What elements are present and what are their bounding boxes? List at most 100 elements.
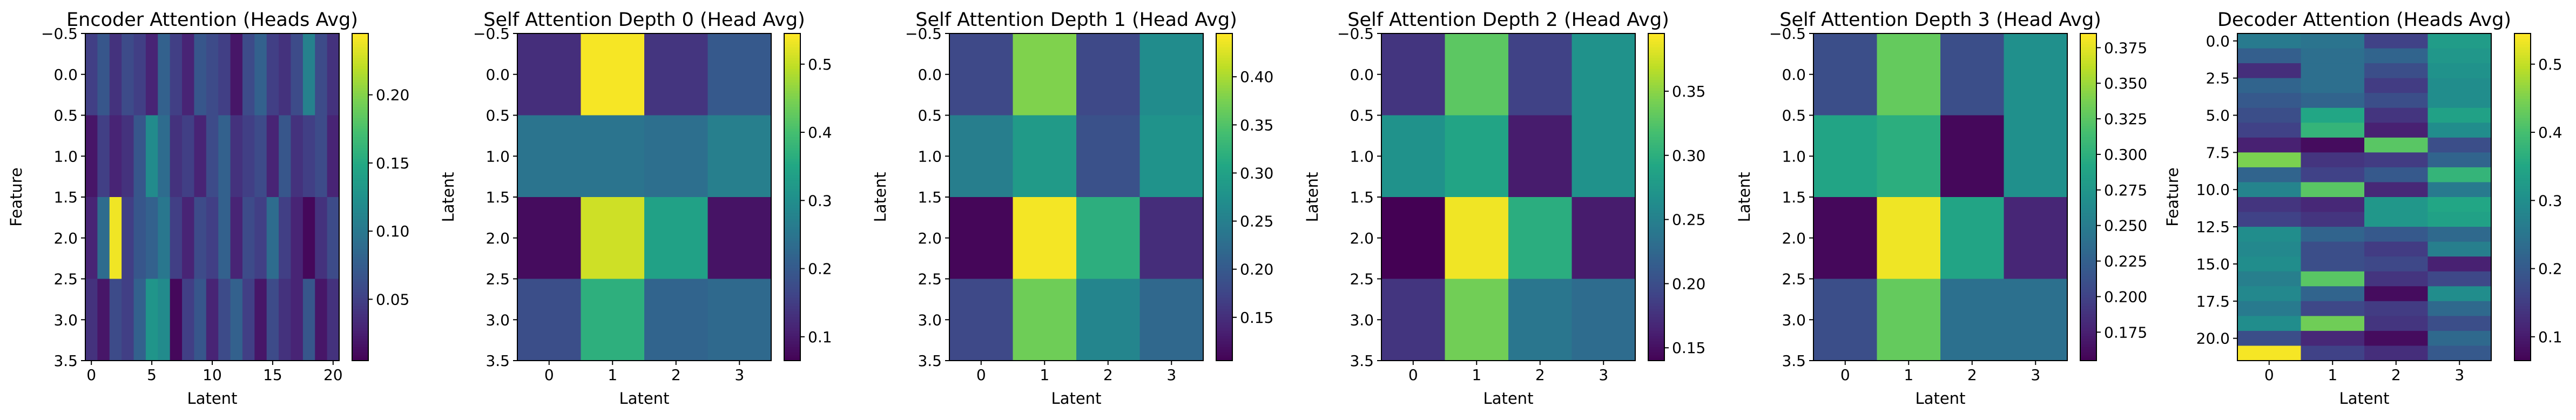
colorbar-segment bbox=[2514, 167, 2531, 171]
colorbar-segment bbox=[2080, 216, 2096, 220]
colorbar-segment bbox=[2514, 281, 2531, 285]
colorbar-segment bbox=[2514, 333, 2531, 337]
heatmap-cell bbox=[581, 279, 645, 361]
colorbar-tick-label: 0.225 bbox=[2104, 253, 2147, 270]
colorbar-segment bbox=[352, 333, 368, 337]
colorbar-segment bbox=[352, 260, 368, 263]
heatmap-cell bbox=[644, 279, 709, 361]
colorbar-segment bbox=[352, 58, 368, 62]
heatmap-cell bbox=[2237, 227, 2302, 242]
colorbar-segment bbox=[2514, 289, 2531, 293]
colorbar-segment bbox=[1648, 77, 1664, 80]
colorbar-segment bbox=[2080, 273, 2096, 277]
colorbar-segment bbox=[2514, 344, 2531, 348]
y-tick-label: 5.0 bbox=[2206, 107, 2230, 125]
colorbar-segment bbox=[1216, 101, 1232, 105]
colorbar-segment bbox=[1216, 208, 1232, 212]
colorbar-segment bbox=[1648, 273, 1664, 277]
colorbar-segment bbox=[352, 235, 368, 239]
colorbar-segment bbox=[1648, 235, 1664, 239]
heatmap-cell bbox=[315, 115, 328, 198]
colorbar-segment bbox=[352, 325, 368, 329]
heatmap-cell bbox=[2237, 63, 2302, 79]
colorbar-segment bbox=[784, 170, 800, 173]
colorbar-segment bbox=[784, 248, 800, 252]
colorbar-segment bbox=[784, 341, 800, 345]
heatmap-cell bbox=[517, 279, 582, 361]
heatmap-cell bbox=[194, 279, 207, 361]
colorbar-segment bbox=[1648, 265, 1664, 269]
heatmap-cell bbox=[1940, 197, 2005, 280]
colorbar-segment bbox=[2514, 284, 2531, 288]
y-tick-label: 1.5 bbox=[918, 188, 942, 206]
colorbar-segment bbox=[1648, 238, 1664, 241]
colorbar-segment bbox=[1216, 211, 1232, 214]
colorbar-segment bbox=[2080, 36, 2096, 39]
heatmap-cell bbox=[2301, 107, 2365, 123]
colorbar-segment bbox=[352, 208, 368, 212]
heatmap-cell bbox=[2237, 286, 2302, 302]
colorbar-segment bbox=[1648, 194, 1664, 198]
x-tick-label: 2 bbox=[1103, 366, 1113, 384]
colorbar-segment bbox=[352, 74, 368, 78]
x-tick-label: 0 bbox=[86, 366, 96, 384]
colorbar-segment bbox=[1648, 227, 1664, 231]
heatmap-cell bbox=[1381, 279, 1446, 361]
heatmap-cell bbox=[2301, 167, 2365, 183]
colorbar-segment bbox=[2514, 246, 2531, 249]
colorbar-segment bbox=[784, 172, 800, 176]
colorbar-segment bbox=[352, 137, 368, 140]
colorbar-segment bbox=[1648, 344, 1664, 348]
heatmap-cell bbox=[2427, 48, 2492, 64]
heatmap-cell bbox=[218, 279, 231, 361]
colorbar-segment bbox=[2514, 58, 2531, 62]
colorbar-segment bbox=[1648, 309, 1664, 312]
colorbar-segment bbox=[2514, 112, 2531, 116]
colorbar-segment bbox=[784, 325, 800, 329]
colorbar-segment bbox=[784, 303, 800, 307]
colorbar-segment bbox=[2514, 336, 2531, 340]
colorbar-segment bbox=[1216, 240, 1232, 244]
colorbar-segment bbox=[2514, 306, 2531, 309]
y-axis-label: Latent bbox=[1735, 172, 1754, 222]
colorbar-segment bbox=[1216, 91, 1232, 94]
colorbar-segment bbox=[784, 216, 800, 220]
chart-title: Self Attention Depth 1 (Head Avg) bbox=[915, 9, 1237, 31]
colorbar-segment bbox=[784, 82, 800, 86]
heatmap-cell bbox=[315, 33, 328, 116]
colorbar-segment bbox=[2080, 281, 2096, 285]
colorbar-segment bbox=[2514, 139, 2531, 143]
heatmap-cell bbox=[2364, 93, 2429, 109]
colorbar-tick-label: 0.300 bbox=[2104, 146, 2147, 164]
colorbar-segment bbox=[352, 139, 368, 143]
colorbar-segment bbox=[1216, 257, 1232, 260]
heatmap-cell bbox=[2237, 182, 2302, 198]
heatmap-cell bbox=[2427, 107, 2492, 123]
colorbar-segment bbox=[784, 338, 800, 342]
heatmap-cell bbox=[2237, 78, 2302, 93]
colorbar-segment bbox=[1216, 183, 1232, 187]
colorbar-segment bbox=[2514, 145, 2531, 148]
y-tick-label: 1.0 bbox=[53, 147, 78, 165]
colorbar-segment bbox=[1216, 39, 1232, 42]
colorbar-segment bbox=[352, 145, 368, 148]
colorbar-segment bbox=[352, 36, 368, 39]
colorbar-segment bbox=[1216, 191, 1232, 195]
colorbar-tick-label: 0.350 bbox=[2104, 74, 2147, 92]
y-tick-label: 12.5 bbox=[2196, 218, 2230, 236]
colorbar-segment bbox=[2514, 227, 2531, 231]
colorbar-segment bbox=[2514, 50, 2531, 53]
colorbar-segment bbox=[2514, 188, 2531, 192]
heatmap-cell bbox=[206, 197, 219, 280]
colorbar-segment bbox=[352, 47, 368, 51]
heatmap-cell bbox=[2237, 167, 2302, 183]
colorbar-segment bbox=[2514, 325, 2531, 329]
colorbar-segment bbox=[352, 202, 368, 206]
colorbar-segment bbox=[2080, 42, 2096, 45]
colorbar-segment bbox=[1648, 112, 1664, 116]
colorbar-segment bbox=[2080, 254, 2096, 258]
colorbar-segment bbox=[1216, 131, 1232, 135]
y-tick-label: 7.5 bbox=[2206, 144, 2230, 161]
colorbar-segment bbox=[2514, 47, 2531, 51]
colorbar-segment bbox=[1216, 314, 1232, 317]
